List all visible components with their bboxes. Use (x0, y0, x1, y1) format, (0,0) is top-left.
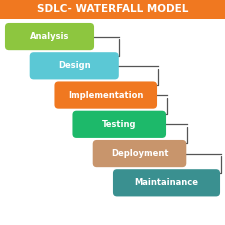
Text: Deployment: Deployment (111, 149, 168, 158)
FancyBboxPatch shape (72, 111, 166, 138)
FancyBboxPatch shape (0, 0, 225, 19)
Text: SDLC- WATERFALL MODEL: SDLC- WATERFALL MODEL (37, 4, 188, 14)
FancyBboxPatch shape (54, 81, 157, 109)
Text: Maintainance: Maintainance (135, 178, 198, 187)
FancyBboxPatch shape (30, 52, 119, 79)
Text: Implementation: Implementation (68, 90, 144, 99)
Text: Design: Design (58, 61, 90, 70)
Text: Testing: Testing (102, 120, 137, 129)
FancyBboxPatch shape (113, 169, 220, 196)
FancyBboxPatch shape (93, 140, 186, 167)
Text: Analysis: Analysis (30, 32, 69, 41)
FancyBboxPatch shape (5, 23, 94, 50)
